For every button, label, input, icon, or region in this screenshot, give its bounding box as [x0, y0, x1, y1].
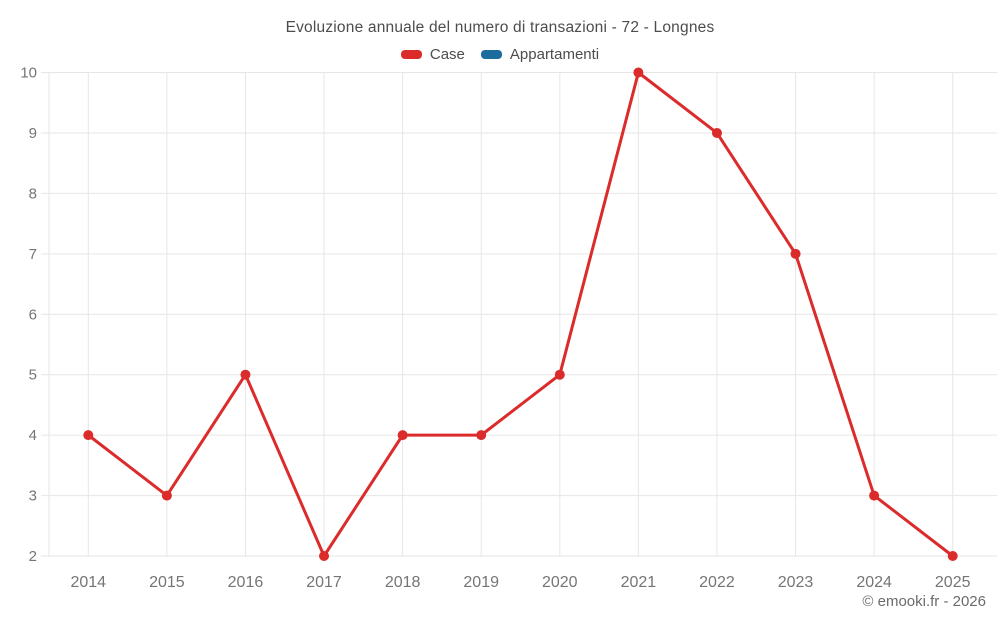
data-point-case-2015[interactable]: [161, 490, 172, 501]
chart-title: Evoluzione annuale del numero di transaz…: [285, 19, 715, 36]
x-axis-label: 2021: [621, 574, 657, 591]
data-point-case-2017[interactable]: [319, 551, 330, 561]
legend-item-appartamenti[interactable]: Appartamenti: [480, 45, 600, 63]
data-point-case-2014[interactable]: [83, 430, 94, 441]
x-axis-label: 2014: [70, 574, 106, 591]
x-axis-label: 2016: [228, 574, 264, 591]
legend-item-case[interactable]: Case: [400, 45, 465, 63]
data-point-case-2020[interactable]: [554, 369, 565, 380]
y-axis-label: 2: [29, 548, 37, 565]
x-axis-label: 2015: [149, 574, 185, 591]
y-axis-label: 6: [29, 306, 37, 323]
x-axis-label: 2022: [699, 574, 735, 591]
x-axis-label: 2018: [385, 574, 421, 591]
data-point-case-2022[interactable]: [711, 127, 722, 138]
data-point-case-2019[interactable]: [476, 430, 487, 441]
legend-swatch-icon: [480, 49, 502, 59]
x-axis-label: 2020: [542, 574, 578, 591]
legend-label: Appartamenti: [509, 45, 600, 63]
x-axis-label: 2023: [778, 574, 814, 591]
y-axis-label: 4: [29, 427, 37, 444]
x-axis-label: 2017: [306, 574, 342, 591]
data-point-case-2018[interactable]: [397, 430, 408, 441]
y-axis-label: 10: [20, 65, 37, 82]
data-point-case-2025[interactable]: [947, 551, 958, 561]
series-line-case: [86, 71, 955, 558]
chart-footer-credit: © emooki.fr - 2026: [862, 593, 986, 610]
y-axis-label: 3: [29, 488, 37, 505]
y-axis-label: 7: [29, 246, 37, 263]
legend-swatch-icon: [400, 49, 422, 59]
y-axis-label: 8: [29, 185, 37, 202]
data-point-case-2023[interactable]: [790, 248, 801, 259]
data-point-case-2021[interactable]: [633, 67, 644, 78]
chart-legend: Case Appartamenti: [0, 44, 1000, 64]
y-axis-label: 9: [29, 125, 37, 142]
x-axis-label: 2025: [935, 574, 971, 591]
data-point-case-2024[interactable]: [869, 490, 880, 501]
x-axis-label: 2024: [856, 574, 892, 591]
legend-label: Case: [429, 45, 465, 63]
x-axis-label: 2019: [463, 574, 499, 591]
data-point-case-2016[interactable]: [240, 369, 251, 380]
y-axis-label: 5: [29, 367, 37, 384]
